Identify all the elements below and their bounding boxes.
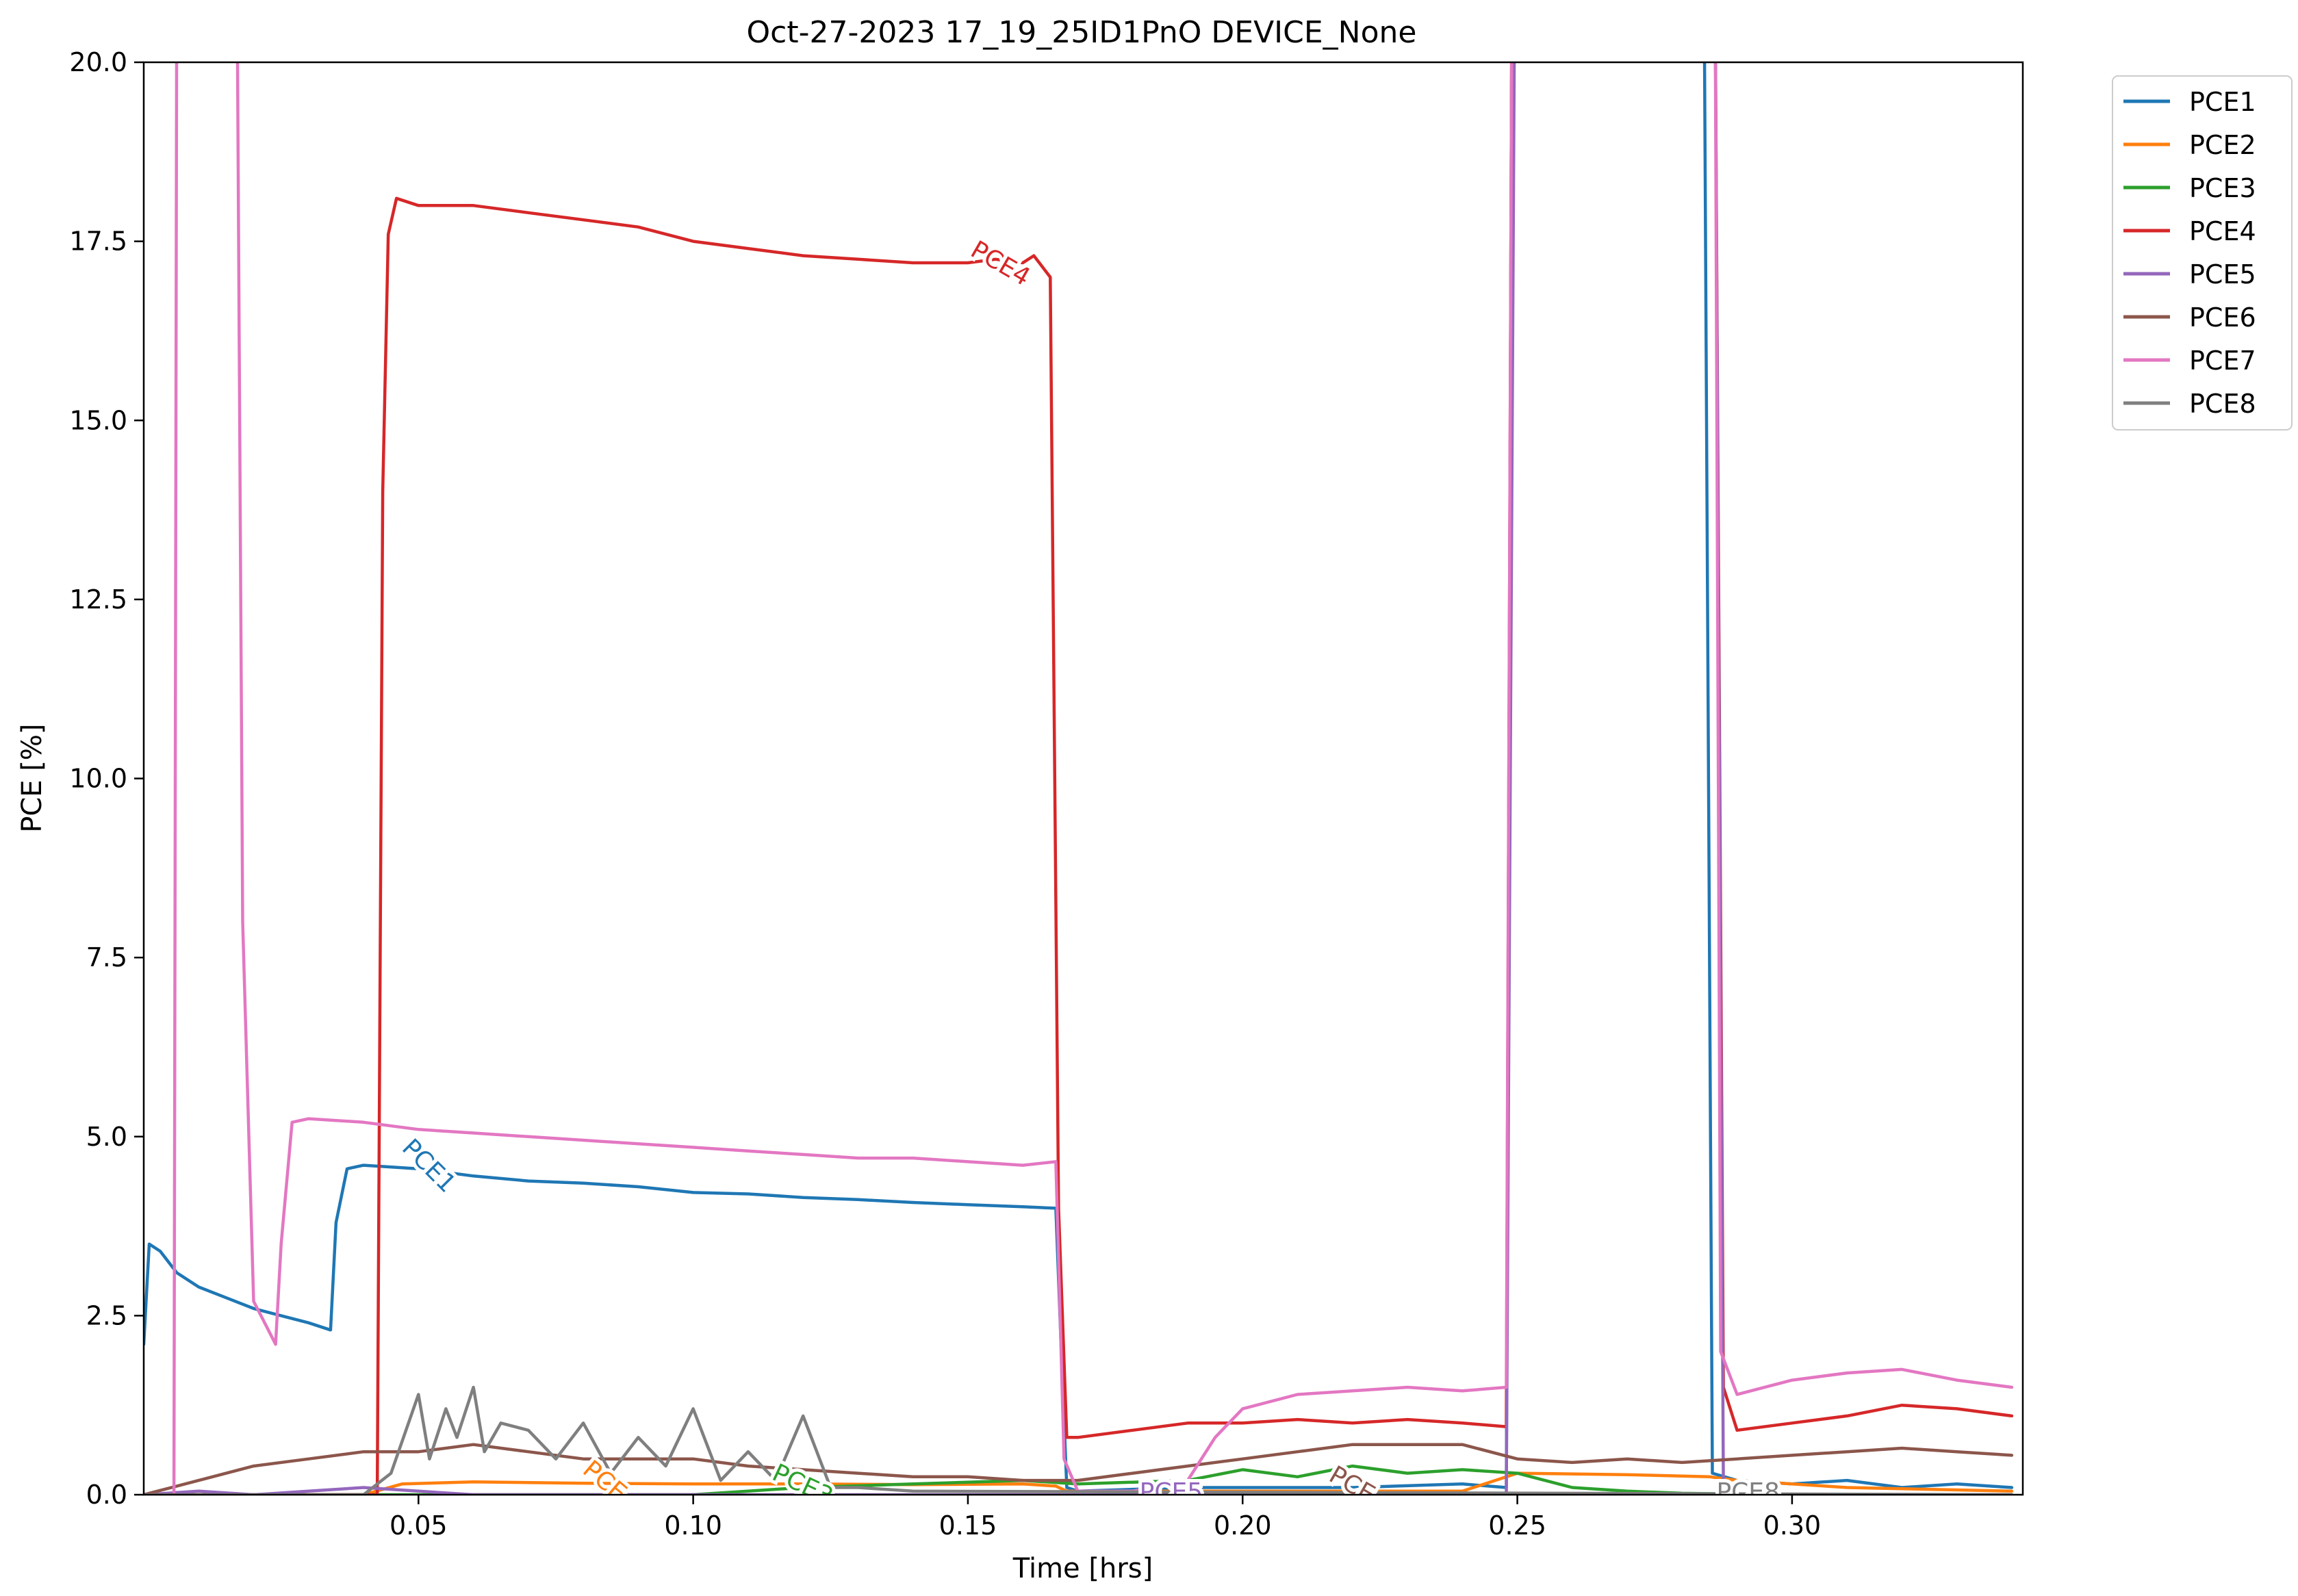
- series-line-pce2: [144, 1471, 2014, 1495]
- x-tick-label: 0.05: [390, 1510, 448, 1541]
- x-tick-label: 0.15: [939, 1510, 997, 1541]
- x-tick-label: 0.30: [1763, 1510, 1822, 1541]
- x-axis-label: Time [hrs]: [1012, 1553, 1153, 1584]
- legend-label-pce2: PCE2: [2189, 130, 2256, 160]
- legend-label-pce1: PCE1: [2189, 87, 2256, 117]
- x-tick-label: 0.25: [1488, 1510, 1546, 1541]
- legend-label-pce8: PCE8: [2189, 389, 2256, 419]
- y-tick-label: 20.0: [69, 47, 127, 77]
- chart-title: Oct-27-2023 17_19_25ID1PnO DEVICE_None: [747, 15, 1417, 50]
- x-tick-label: 0.10: [664, 1510, 722, 1541]
- inline-label-pce5: PCE5: [1140, 1478, 1203, 1506]
- inline-label-pce8: PCE8: [1716, 1478, 1780, 1506]
- legend-label-pce5: PCE5: [2189, 259, 2256, 289]
- x-axis: 0.05 0.10 0.15 0.20 0.25 0.30: [390, 1495, 1821, 1541]
- inline-label-pce8-group: PCE8: [1713, 1475, 1783, 1506]
- y-axis: 0.0 2.5 5.0 7.5 10.0 12.5 15.0 17.5 20.0: [69, 47, 144, 1510]
- legend: PCE1 PCE2 PCE3 PCE4 PCE5 PCE6 PCE7 PCE8: [2112, 75, 2293, 430]
- series-line-pce6: [144, 1443, 2014, 1495]
- y-tick-label: 15.0: [69, 405, 127, 435]
- series-line-pce8: [144, 1385, 2014, 1495]
- series-layer: [144, 62, 2014, 1495]
- x-tick-label: 0.20: [1214, 1510, 1272, 1541]
- legend-label-pce7: PCE7: [2189, 346, 2256, 376]
- legend-label-pce4: PCE4: [2189, 216, 2256, 246]
- y-tick-label: 10.0: [69, 764, 127, 794]
- y-tick-label: 7.5: [86, 942, 127, 973]
- series-line-pce3: [144, 1464, 2014, 1495]
- legend-box: [2112, 75, 2293, 430]
- y-tick-label: 17.5: [69, 227, 127, 257]
- y-tick-label: 12.5: [69, 584, 127, 615]
- y-tick-label: 5.0: [86, 1122, 127, 1152]
- series-line-pce4: [144, 62, 2014, 1495]
- legend-label-pce6: PCE6: [2189, 303, 2256, 333]
- legend-label-pce3: PCE3: [2189, 173, 2256, 203]
- series-line-pce7: [144, 62, 2014, 1495]
- y-tick-label: 0.0: [86, 1480, 127, 1510]
- inline-label-pce5-group: PCE5: [1136, 1475, 1207, 1506]
- y-axis-label: PCE [%]: [16, 723, 48, 832]
- series-line-pce1: [144, 62, 2014, 1493]
- y-tick-label: 2.5: [86, 1300, 127, 1330]
